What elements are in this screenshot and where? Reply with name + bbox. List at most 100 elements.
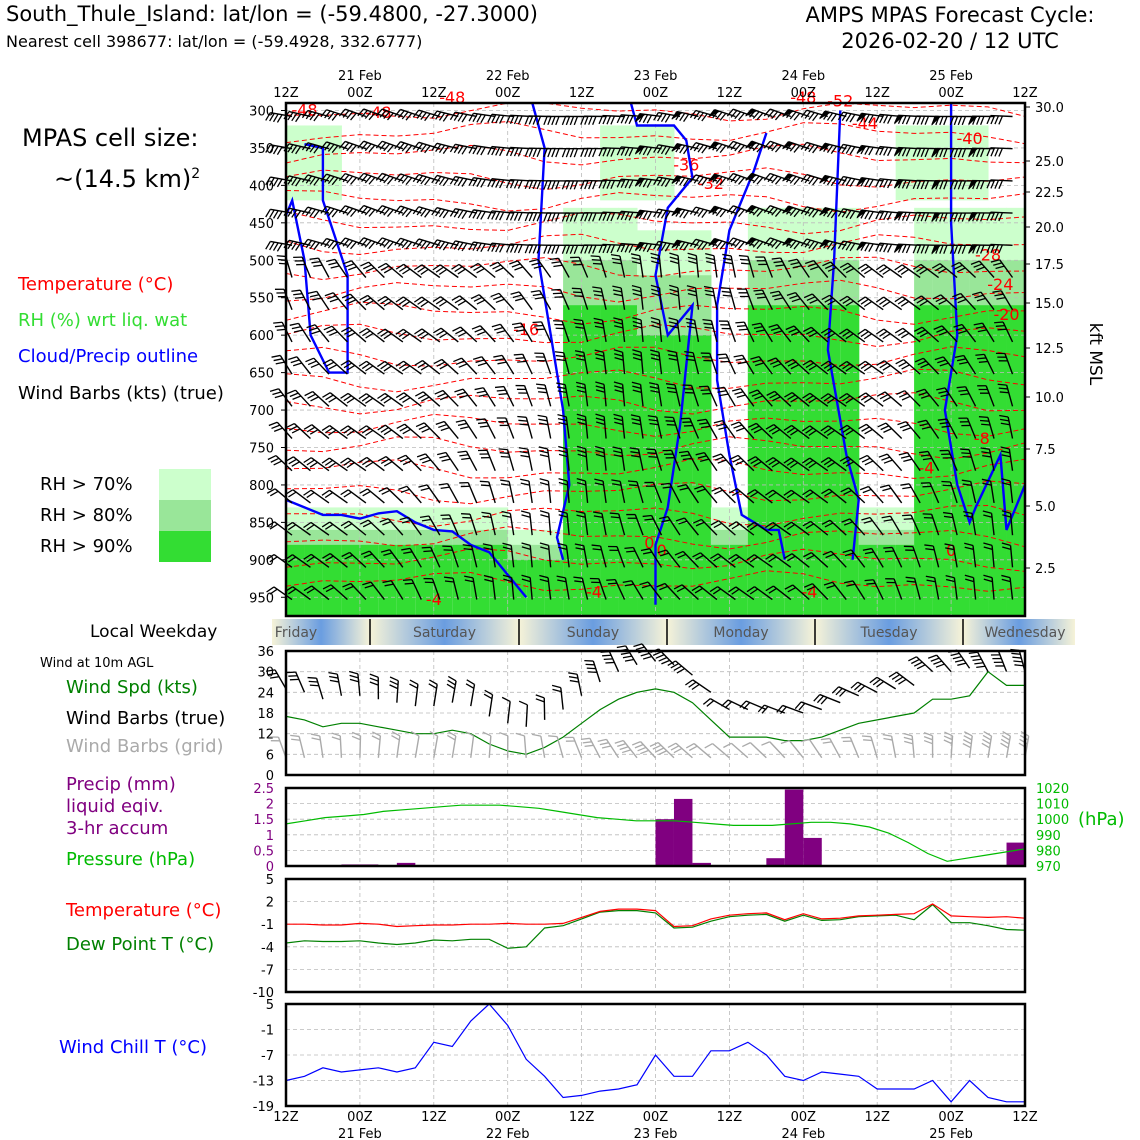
- wind-barb-feather: [402, 365, 411, 372]
- wind-barb-feather: [642, 211, 649, 220]
- legend-cloud: Cloud/Precip outline: [18, 346, 199, 367]
- legend-rh90: RH > 90%: [40, 536, 133, 557]
- wind-barb-feather: [669, 260, 679, 265]
- wind-barb-feather: [417, 393, 427, 400]
- bottom-time-tick: 12Z: [273, 1110, 299, 1125]
- wind-barb-feather: [687, 289, 697, 293]
- temp-y-tick: -4: [261, 941, 274, 956]
- wind-barb-feather: [665, 420, 675, 422]
- wind-barb-grid-feather: [943, 739, 953, 745]
- wind-barb-true-feather: [484, 689, 493, 696]
- wind-barb-feather: [513, 115, 519, 125]
- weekday-label: Monday: [713, 625, 768, 641]
- precip-bar: [803, 837, 822, 866]
- wind-barb-feather: [687, 252, 697, 257]
- wind-barb-feather: [823, 395, 832, 402]
- wind-barb-flag: [819, 239, 831, 249]
- wind-barb-feather: [631, 454, 641, 458]
- wind-barb-feather: [358, 456, 368, 463]
- wind-barb-feather: [595, 357, 605, 361]
- temperature-contour: [285, 256, 1026, 281]
- wind-barb-feather: [269, 209, 275, 219]
- rh90-cell: [914, 305, 934, 616]
- wind-barb-feather: [438, 209, 446, 218]
- wind-barb-feather: [746, 489, 756, 495]
- wind-barb-feather: [728, 521, 737, 528]
- wind-barb-feather: [455, 419, 465, 423]
- wind-barb-feather: [495, 147, 501, 156]
- wind-barb-feather: [841, 241, 848, 250]
- wind-barb-feather: [620, 243, 626, 253]
- wind-barb-feather: [435, 266, 444, 273]
- pressure-tick-label: 700: [249, 404, 274, 419]
- wind-barb-feather: [505, 211, 511, 221]
- wind-barb-feather: [405, 177, 413, 186]
- wind-barb-feather: [490, 292, 500, 298]
- temp-y-tick: 5: [266, 873, 274, 888]
- wind-barb-grid-feather: [923, 739, 933, 745]
- wind-barb-feather: [905, 180, 911, 189]
- wind-barb-feather: [402, 578, 412, 581]
- wind-barb-feather: [325, 394, 334, 401]
- wind-barb-feather: [718, 357, 728, 360]
- wind-barb-feather: [719, 177, 727, 186]
- wind-barb-feather: [435, 420, 445, 425]
- wind-barb-feather: [412, 109, 420, 118]
- wind-barb-feather: [303, 457, 312, 464]
- wind-title-label: Wind at 10m AGL: [40, 656, 154, 671]
- wind-barb-feather: [719, 209, 727, 218]
- rh90-cell: [304, 544, 324, 616]
- wind-barb-feather: [343, 362, 353, 369]
- wind-barb-feather: [350, 241, 357, 250]
- wind-barb-feather: [476, 146, 482, 155]
- pressure-y2-tick: 1000: [1036, 813, 1069, 828]
- wind-barb-feather: [842, 265, 852, 271]
- wind-barb-feather: [875, 146, 881, 155]
- top-time-tick: 12Z: [273, 86, 299, 101]
- wind-barb-feather: [441, 458, 451, 462]
- wind-barb-feather: [917, 360, 927, 366]
- wind-barb-feather: [693, 111, 701, 120]
- wind-barb-feather: [900, 483, 910, 486]
- wind-barb-feather: [998, 115, 1004, 125]
- wind-barb-feather: [616, 211, 622, 220]
- wind-barb-feather: [687, 325, 697, 329]
- wind-barb-feather: [289, 322, 299, 326]
- wind-barb-flag: [931, 180, 942, 191]
- wind-barb-feather: [897, 298, 906, 305]
- wind-barb-true-feather: [779, 706, 787, 715]
- wind-barb-feather: [328, 397, 337, 403]
- wind-barb-feather: [749, 491, 759, 498]
- wind-barb-feather: [616, 243, 622, 252]
- wind-barb-feather: [480, 484, 490, 487]
- wind-barb-feather: [320, 109, 327, 118]
- wind-barb-feather: [883, 243, 889, 253]
- wind-barb-feather: [309, 241, 316, 250]
- wind-barb-feather: [509, 211, 515, 221]
- wind-barb-feather: [309, 429, 319, 435]
- wind-barb-feather: [580, 115, 585, 125]
- wind-barb-feather: [808, 429, 817, 437]
- wind-barb-feather: [499, 179, 505, 189]
- temperature-label: -4: [586, 582, 602, 601]
- wind-barb-true-feather: [954, 659, 964, 663]
- wind-barb-true-feather: [551, 684, 561, 689]
- wind-barb-feather: [327, 111, 335, 120]
- wind-barb-feather: [273, 321, 283, 324]
- wind-barb-feather: [293, 293, 303, 296]
- wind-barb-feather: [649, 422, 659, 426]
- wind-barb-feather: [824, 490, 833, 497]
- wind-barb-feather: [320, 173, 327, 182]
- wind-barb-flag: [708, 141, 721, 150]
- wind-barb-feather: [937, 359, 947, 364]
- wind-barb-feather: [379, 109, 387, 118]
- wind-barb-feather: [901, 147, 907, 157]
- wind-barb-feather: [478, 393, 488, 397]
- wind-barb-feather: [271, 354, 281, 358]
- wind-barb-feather: [436, 330, 445, 336]
- wind-barb-feather: [401, 240, 409, 249]
- wind-barb-feather: [981, 478, 991, 482]
- wind-barb-feather: [480, 114, 486, 124]
- wind-barb-feather: [657, 112, 663, 122]
- pressure-line: [285, 804, 1026, 862]
